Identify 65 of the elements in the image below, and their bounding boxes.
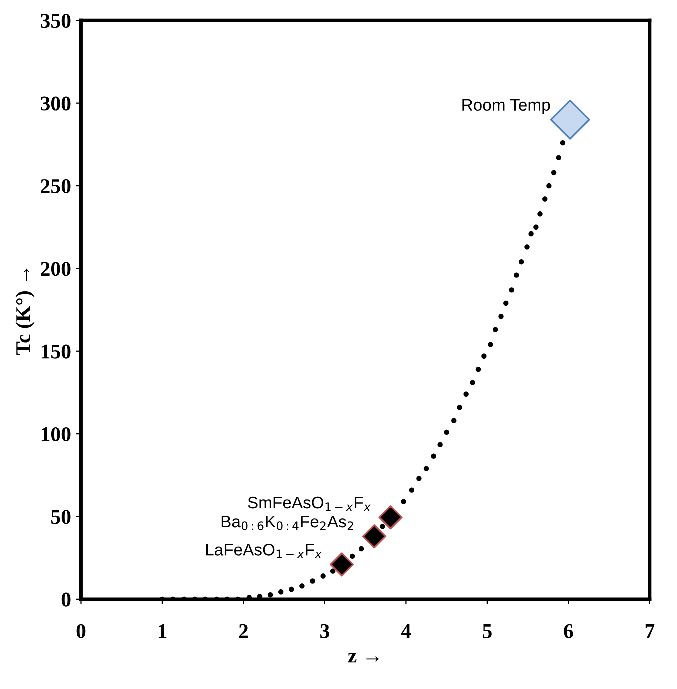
point xyxy=(492,327,498,332)
point xyxy=(509,288,514,293)
x-tick-label: 4 xyxy=(401,624,412,638)
annotation: SmFeAsO$_{1−x}$F$_{x}$ xyxy=(248,496,371,512)
point xyxy=(330,568,336,574)
point xyxy=(380,524,386,530)
point xyxy=(534,224,539,230)
y-tick-label: 0 xyxy=(62,592,71,607)
point xyxy=(457,405,462,410)
y-tick-label: 50 xyxy=(52,510,71,524)
x-tick-label: 6 xyxy=(564,624,574,638)
point xyxy=(498,314,504,320)
point xyxy=(424,466,430,472)
point xyxy=(358,546,364,552)
point xyxy=(378,506,403,530)
point xyxy=(300,584,305,589)
point xyxy=(431,454,436,459)
y-tick-label: 100 xyxy=(42,427,71,442)
point xyxy=(289,586,294,592)
point xyxy=(310,578,316,584)
y-tick-label: 300 xyxy=(41,96,71,111)
x-tick-label: 3 xyxy=(320,624,330,638)
x-tick-label: 5 xyxy=(483,624,492,638)
point xyxy=(330,552,354,577)
point xyxy=(482,354,487,359)
point xyxy=(320,574,326,579)
point xyxy=(542,196,548,202)
point xyxy=(409,488,414,493)
x-tick-label: 7 xyxy=(646,624,655,638)
y-tick-label: 350 xyxy=(41,14,71,28)
x-tick-label: 0 xyxy=(76,624,86,638)
point xyxy=(350,554,356,560)
y-axis-title: Tc (K°) → xyxy=(16,268,35,356)
point xyxy=(560,140,566,146)
point xyxy=(488,342,494,348)
y-tick-label: 150 xyxy=(42,344,71,359)
point xyxy=(444,430,450,436)
point xyxy=(476,366,482,372)
point xyxy=(550,100,590,140)
point xyxy=(551,170,557,176)
point xyxy=(438,442,443,448)
point xyxy=(278,590,284,595)
point xyxy=(401,499,406,504)
annotation: Ba$_{0:6}$K$_{0:4}$Fe$_{2}$As$_{2}$ xyxy=(222,516,354,530)
point xyxy=(504,300,509,306)
point xyxy=(464,392,469,397)
point xyxy=(528,231,534,237)
x-tick-label: 2 xyxy=(239,624,248,638)
point xyxy=(518,259,524,265)
point xyxy=(268,592,274,598)
annotation: Room Temp xyxy=(462,99,550,114)
y-tick-label: 250 xyxy=(41,179,71,194)
point xyxy=(514,272,520,278)
point xyxy=(556,155,562,161)
y-tick-label: 200 xyxy=(41,262,71,276)
point xyxy=(524,244,530,250)
annotation: LaFeAsO$_{1−x}$F$_{x}$ xyxy=(206,544,322,558)
x-tick-label: 1 xyxy=(158,624,167,638)
point xyxy=(546,183,552,189)
x-axis-title: z → xyxy=(348,653,379,663)
point xyxy=(452,418,457,424)
point xyxy=(416,476,422,482)
point xyxy=(538,212,543,217)
point xyxy=(470,380,476,386)
point xyxy=(362,524,387,549)
